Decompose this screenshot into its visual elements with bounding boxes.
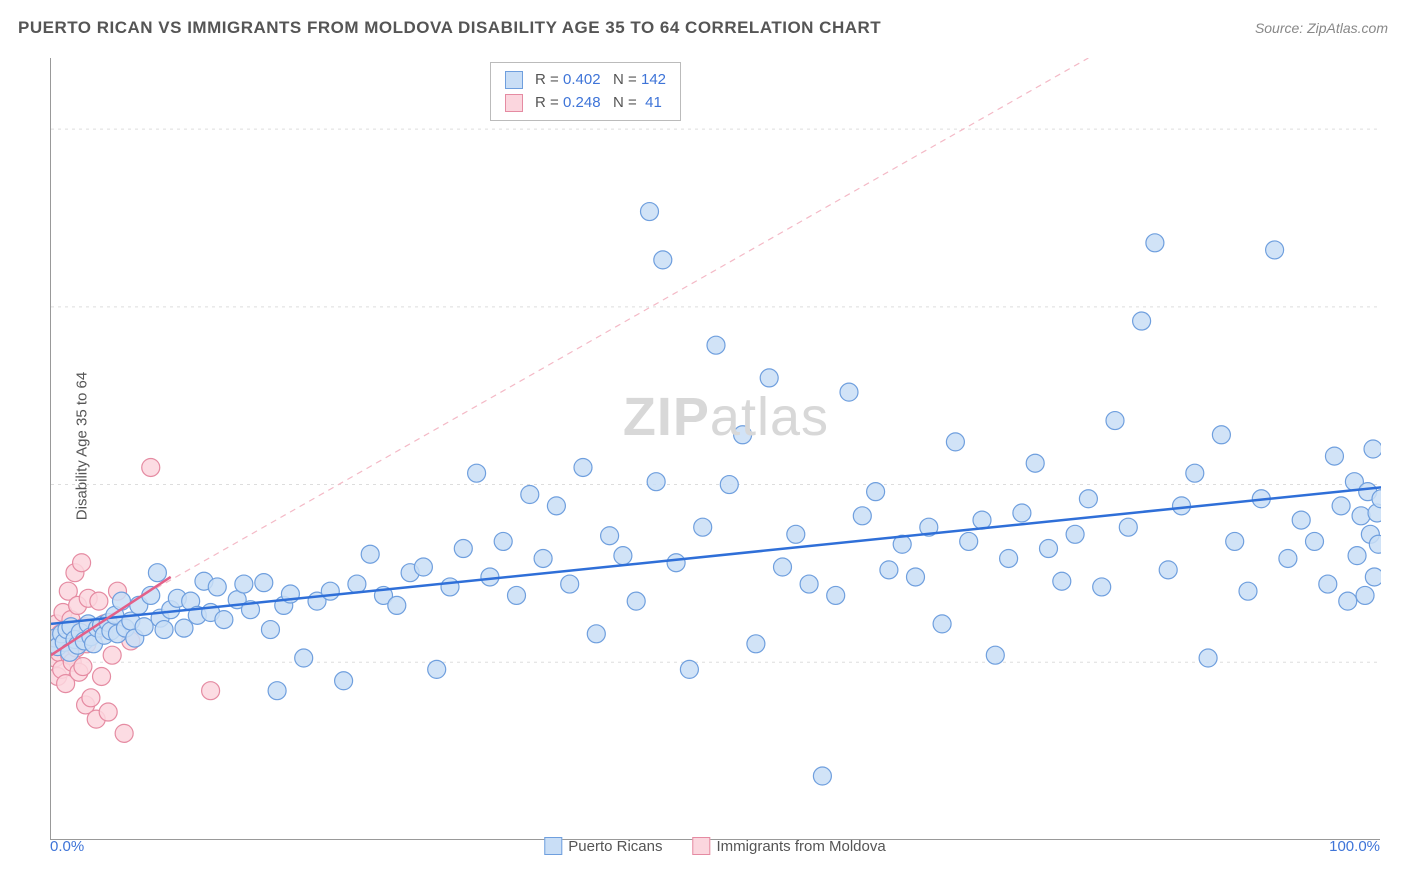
stats-row: R = 0.402 N = 142 [505, 69, 666, 92]
legend-swatch [693, 837, 711, 855]
legend-label: Puerto Ricans [568, 838, 662, 855]
plot-svg [51, 58, 1381, 840]
scatter-plot: ZIPatlas R = 0.402 N = 142 R = 0.248 N =… [50, 58, 1380, 840]
chart-source: Source: ZipAtlas.com [1255, 20, 1388, 36]
chart-title: PUERTO RICAN VS IMMIGRANTS FROM MOLDOVA … [18, 18, 881, 38]
stats-legend-box: R = 0.402 N = 142 R = 0.248 N = 41 [490, 62, 681, 121]
stats-row: R = 0.248 N = 41 [505, 92, 666, 115]
series-swatch [505, 94, 523, 112]
x-tick-max: 100.0% [1329, 838, 1380, 855]
x-tick-min: 0.0% [50, 838, 84, 855]
legend-item: Immigrants from Moldova [693, 837, 886, 855]
chart-header: PUERTO RICAN VS IMMIGRANTS FROM MOLDOVA … [18, 18, 1388, 38]
legend-item: Puerto Ricans [544, 837, 662, 855]
legend-bottom: Puerto Ricans Immigrants from Moldova [544, 837, 885, 855]
series-swatch [505, 71, 523, 89]
legend-swatch [544, 837, 562, 855]
legend-label: Immigrants from Moldova [717, 838, 886, 855]
